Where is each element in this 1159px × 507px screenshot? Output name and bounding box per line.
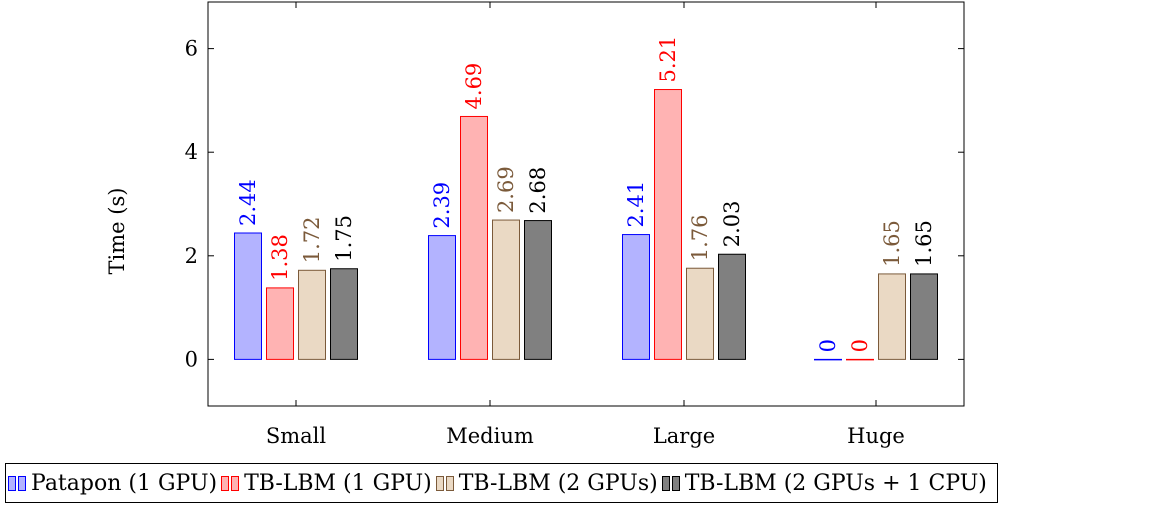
bar: [686, 267, 714, 360]
data-label: 1.76: [688, 214, 712, 261]
data-label: 1.65: [912, 220, 936, 267]
x-tick-label: Large: [653, 424, 715, 448]
bar: [428, 235, 456, 360]
bar: [234, 232, 262, 360]
bar: [330, 268, 358, 360]
bar: [492, 219, 520, 360]
legend-item: TB-LBM (1 GPU): [221, 471, 432, 496]
data-label: 5.21: [656, 36, 680, 83]
plot-frame: [207, 1, 965, 407]
bar: [846, 358, 874, 361]
legend-label: TB-LBM (2 GPUs + 1 CPU): [684, 470, 987, 496]
legend-swatch: [435, 475, 456, 491]
legend-item: TB-LBM (2 GPUs): [435, 470, 658, 496]
data-label: 2.03: [720, 200, 744, 247]
legend-swatch: [221, 475, 241, 491]
y-tick-label: 6: [185, 37, 198, 61]
bar: [524, 220, 552, 360]
data-label: 2.39: [430, 182, 454, 229]
data-label: 2.41: [624, 181, 648, 228]
legend-swatch: [661, 475, 682, 491]
legend: Patapon (1 GPU) TB-LBM (1 GPU) TB-LBM (2 G…: [5, 463, 998, 503]
bar: [460, 115, 488, 360]
bar: [654, 89, 682, 360]
y-tick-label: 2: [185, 244, 198, 268]
data-label: 1.65: [880, 220, 904, 267]
bar: [298, 269, 326, 360]
legend-item: Patapon (1 GPU): [8, 471, 217, 496]
bar: [814, 358, 842, 361]
data-label: 1.72: [300, 217, 324, 264]
bar: [266, 287, 294, 360]
data-label: 2.69: [494, 166, 518, 213]
bar: [622, 234, 650, 360]
y-axis-label: Time (s): [105, 188, 129, 275]
y-tick-label: 0: [185, 347, 198, 371]
data-label: 2.68: [526, 167, 550, 214]
legend-label: TB-LBM (1 GPU): [244, 470, 432, 496]
legend-label: TB-LBM (2 GPUs): [458, 470, 658, 496]
data-label: 0: [848, 339, 872, 352]
bar: [878, 273, 906, 360]
data-label: 4.69: [462, 63, 486, 110]
data-label: 0: [816, 339, 840, 352]
data-label: 1.75: [332, 215, 356, 262]
bar: [718, 253, 746, 360]
legend-label: Patapon (1 GPU): [31, 470, 218, 496]
legend-swatch: [8, 475, 28, 491]
data-label: 1.38: [268, 234, 292, 281]
legend-item: TB-LBM (2 GPUs + 1 CPU): [661, 470, 987, 496]
data-label: 2.44: [236, 179, 260, 226]
bar: [910, 273, 938, 360]
y-tick-label: 4: [185, 140, 198, 164]
bar-chart: 0 2 4 6 Small Medium Large Huge 2.44 1.38 1.72 1.7…: [105, 1, 965, 448]
x-tick-label: Medium: [446, 424, 534, 448]
x-tick-label: Small: [266, 424, 327, 448]
x-tick-label: Huge: [847, 424, 905, 448]
